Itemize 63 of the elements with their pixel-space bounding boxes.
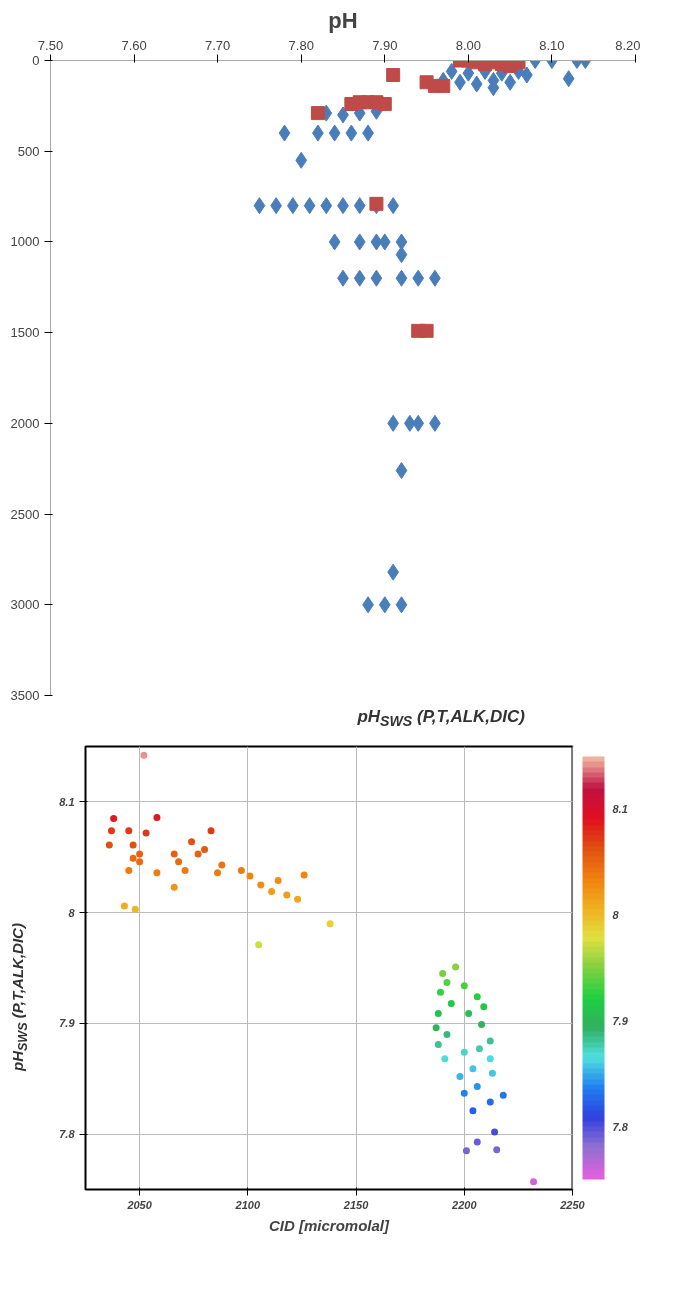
x-tick-label: 8.10 (539, 37, 565, 53)
point (370, 233, 383, 251)
y-tick-label: 7.9 (59, 1017, 76, 1030)
point (412, 414, 425, 432)
point (562, 70, 575, 88)
color-bar-label: 8 (612, 909, 620, 922)
y-tick-label: 0 (32, 53, 40, 68)
x-tick-label: 8.00 (455, 37, 482, 53)
point (353, 269, 366, 287)
y-tick-label: 1500 (10, 325, 40, 341)
point (303, 197, 316, 215)
point (378, 233, 391, 251)
x-tick-label: 7.60 (121, 37, 147, 53)
color-bar-label: 8.1 (612, 803, 628, 816)
x-tick-label: 2150 (342, 1198, 370, 1211)
x-tick-label: 2200 (451, 1198, 478, 1211)
point (345, 124, 358, 142)
point (395, 269, 408, 287)
x-axis-title: CID [micromolal] (268, 1216, 391, 1234)
point (328, 233, 341, 251)
color-bar-label: 7.9 (612, 1014, 629, 1027)
point (353, 233, 366, 251)
point (395, 233, 408, 251)
x-tick-label: 7.90 (372, 37, 398, 53)
point (386, 68, 401, 83)
point (395, 462, 408, 480)
chart-title: pH (328, 7, 358, 33)
chart-title: pH$_{SWS}$ (P,T,ALK,DIC) (356, 706, 525, 732)
point (378, 596, 391, 614)
point (310, 106, 325, 121)
y-tick-label: 8.1 (59, 795, 75, 808)
point (436, 78, 451, 93)
y-tick-label: 8 (68, 906, 76, 919)
point (370, 269, 383, 287)
point (278, 124, 291, 142)
y-tick-label: 2500 (10, 506, 40, 522)
y-tick-label: 3000 (10, 597, 40, 613)
point (470, 75, 483, 93)
point (412, 269, 425, 287)
point (328, 124, 341, 142)
x-tick-label: 2250 (559, 1198, 586, 1211)
x-tick-label: 7.50 (37, 37, 64, 53)
point (419, 323, 434, 338)
point (395, 246, 408, 264)
x-tick-label: 2050 (126, 1198, 153, 1211)
point (395, 596, 408, 614)
x-tick-label: 2100 (234, 1198, 261, 1211)
point (295, 151, 308, 169)
y-tick-label: 7.8 (59, 1128, 76, 1141)
y-tick-label: 2000 (10, 415, 40, 431)
y-tick-label: 3500 (10, 688, 40, 703)
x-tick-label: 8.20 (615, 37, 641, 53)
x-tick-label: 7.80 (288, 37, 314, 53)
x-tick-label: 7.70 (204, 37, 231, 53)
point (377, 97, 392, 112)
color-bar-label: 7.8 (612, 1120, 629, 1133)
point (369, 196, 384, 211)
point (253, 197, 266, 215)
y-tick-label: 500 (17, 143, 40, 159)
point (320, 197, 333, 215)
point (445, 62, 458, 80)
point (353, 197, 366, 215)
y-tick-label: 1000 (10, 234, 40, 250)
